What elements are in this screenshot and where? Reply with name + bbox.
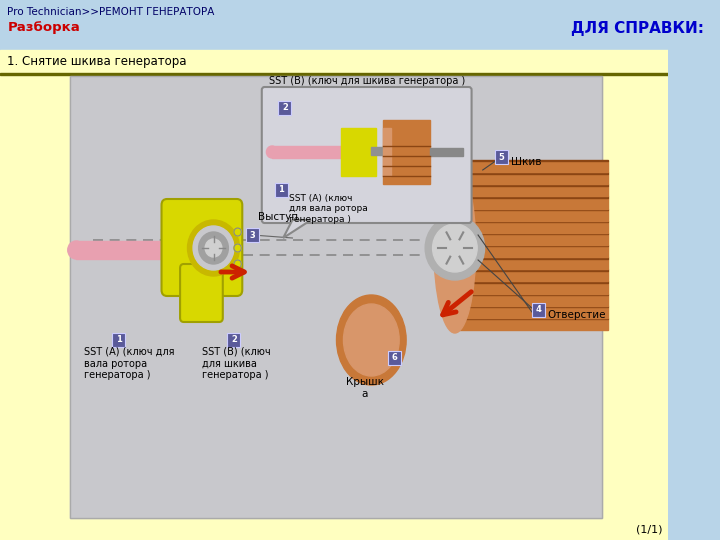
Text: Разборка: Разборка [7,21,80,34]
Text: Выступ: Выступ [258,212,298,222]
Bar [455,233,608,234]
Bar [70,76,603,518]
Bar [455,208,608,210]
Bar [455,198,608,208]
Bar [372,147,388,155]
Bar [455,318,608,319]
Bar [455,257,608,259]
Bar [455,319,608,330]
FancyBboxPatch shape [532,303,545,317]
FancyBboxPatch shape [279,101,292,115]
Text: 2: 2 [282,104,288,112]
Text: 4: 4 [536,306,541,314]
FancyBboxPatch shape [388,351,401,365]
Bar [455,234,608,245]
Bar [76,241,202,259]
Bar [455,161,608,172]
Bar [455,281,608,283]
Text: 5: 5 [498,152,504,161]
FancyBboxPatch shape [112,333,125,347]
Text: 1: 1 [279,186,284,194]
Text: 1: 1 [116,335,122,345]
FancyBboxPatch shape [246,228,259,242]
Bar [455,246,608,257]
Text: Отверстие: Отверстие [548,310,606,320]
Bar [455,221,608,222]
Bar [341,128,376,176]
Bar [455,295,608,306]
Text: Шкив: Шкив [510,157,541,167]
Bar [455,186,608,197]
Ellipse shape [336,295,406,385]
Bar [0,73,668,540]
Circle shape [234,244,241,252]
Bar [455,294,608,295]
Circle shape [234,228,241,236]
Text: SST (А) (ключ
для вала ротора
генератора ): SST (А) (ключ для вала ротора генератора… [289,194,367,224]
Text: (1/1): (1/1) [636,524,663,534]
Circle shape [193,226,234,270]
Bar [0,73,668,75]
Bar [455,259,608,269]
Circle shape [433,224,477,272]
Text: SST (B) (ключ
для шкива
генератора ): SST (B) (ключ для шкива генератора ) [202,347,271,380]
Bar [383,120,430,184]
Text: SST (A) (ключ для
вала ротора
генератора ): SST (A) (ключ для вала ротора генератора… [84,347,174,380]
Circle shape [199,232,228,264]
Circle shape [205,239,222,257]
FancyBboxPatch shape [180,264,222,322]
Text: 3: 3 [250,231,256,240]
Bar [272,146,354,158]
Text: 6: 6 [392,354,397,362]
Bar [455,210,608,221]
Text: SST (B) (ключ для шкива генератора ): SST (B) (ключ для шкива генератора ) [269,76,465,86]
FancyBboxPatch shape [262,87,472,223]
Text: 1. Снятие шкива генератора: 1. Снятие шкива генератора [7,56,187,69]
Ellipse shape [434,163,476,333]
Bar [455,222,608,233]
Bar [455,307,608,318]
Circle shape [426,216,485,280]
FancyBboxPatch shape [161,199,243,296]
Polygon shape [283,220,311,238]
Bar [70,76,603,518]
Bar [455,306,608,307]
Text: Крышк
а: Крышк а [346,377,384,399]
FancyBboxPatch shape [495,150,508,164]
Ellipse shape [343,304,399,376]
Text: 2: 2 [231,335,237,345]
Bar [455,197,608,198]
Bar [455,283,608,294]
Ellipse shape [266,146,278,158]
Bar [430,148,463,156]
FancyBboxPatch shape [228,333,240,347]
FancyBboxPatch shape [275,183,288,197]
Text: ДЛЯ СПРАВКИ:: ДЛЯ СПРАВКИ: [571,21,704,36]
Bar [0,0,668,50]
Circle shape [187,220,240,276]
Circle shape [234,260,241,268]
Bar [455,269,608,271]
Bar [0,50,668,73]
Bar [455,245,608,246]
Bar [455,271,608,281]
Text: Pro Technician>>РЕМОНТ ГЕНЕРАТОРА: Pro Technician>>РЕМОНТ ГЕНЕРАТОРА [7,7,215,17]
Bar [455,172,608,174]
Bar [455,184,608,186]
Bar [455,174,608,184]
Ellipse shape [68,241,84,259]
Bar [383,128,391,176]
Bar [455,160,608,161]
